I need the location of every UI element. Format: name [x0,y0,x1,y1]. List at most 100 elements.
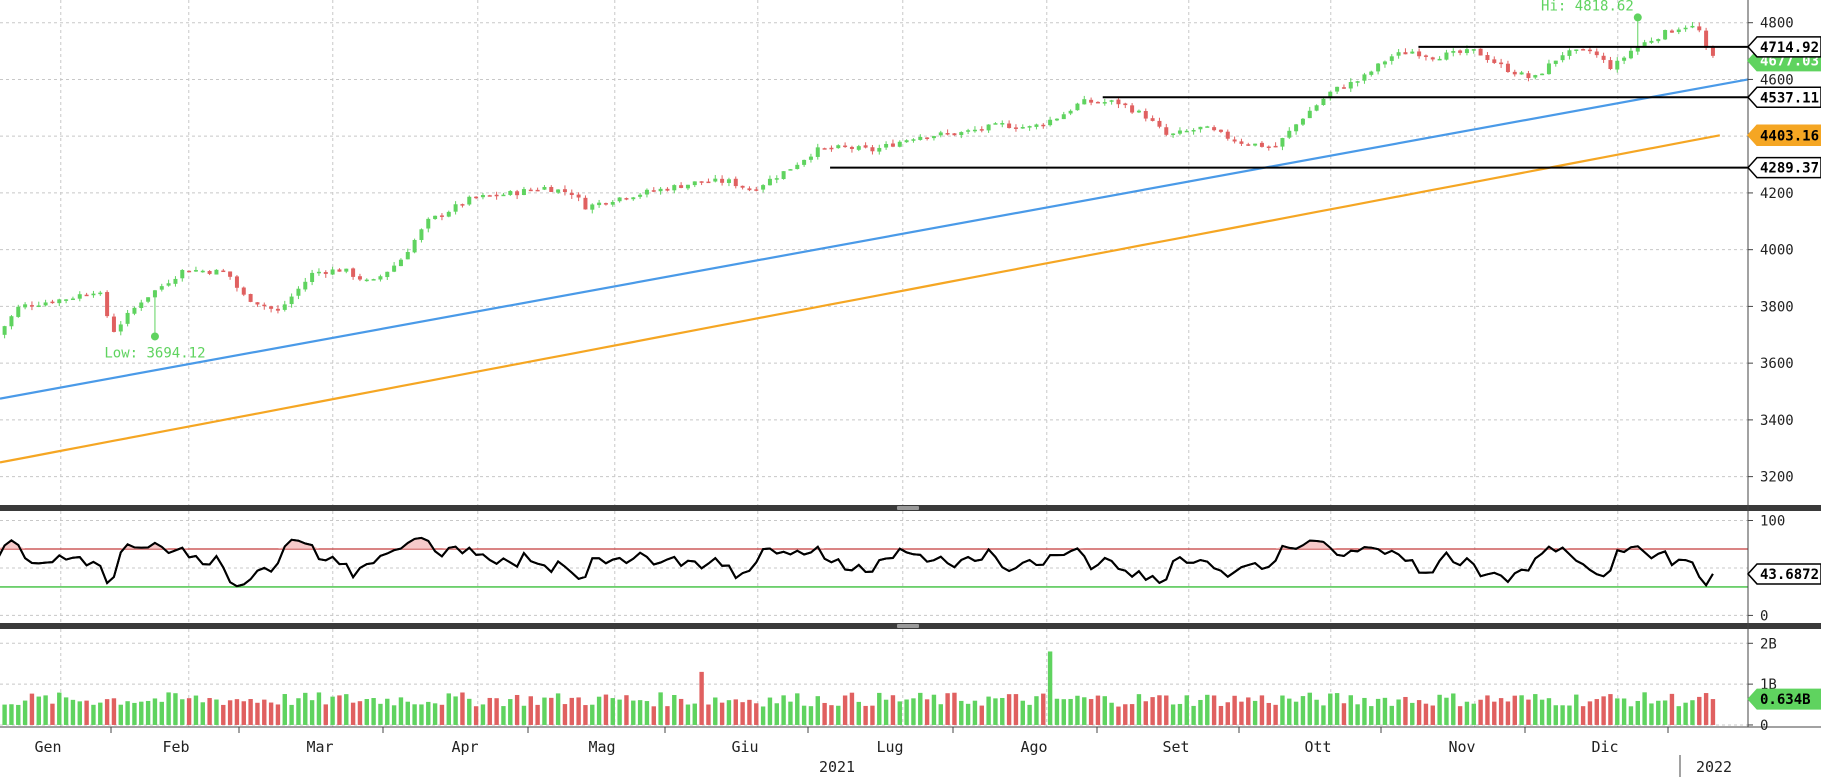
volume-bar [637,700,643,725]
candle-body [1464,49,1469,54]
panel-resize-handle[interactable] [897,624,919,628]
candle-body [1376,63,1381,72]
volume-bar [1136,694,1142,725]
y-tick-label: 4600 [1760,72,1794,88]
volume-bar [1334,693,1340,725]
candle-body [221,270,226,273]
volume-bar [1478,699,1483,725]
candle-body [1642,42,1647,46]
candle-body [952,133,957,136]
rsi-line [0,536,1714,588]
volume-bar [856,701,861,725]
moving-average-line [0,134,1721,464]
volume-bar [391,705,397,725]
candle-body [904,140,909,143]
volume-bar [412,704,417,725]
candle-body [603,203,608,205]
candle-body [1519,72,1524,75]
volume-bar [186,698,192,725]
candle-body [467,196,472,205]
candle-body [371,279,376,281]
volume-bar [248,699,253,725]
volume-bar [1553,705,1558,725]
candle-body [118,324,123,332]
candle-body [1109,100,1114,102]
volume-bar [1546,698,1552,725]
volume-bar [890,695,896,725]
volume-bar [1615,698,1620,725]
volume-bar [918,692,923,725]
candle-body [1027,126,1032,128]
candle-body [761,185,766,190]
volume-bar [104,699,110,725]
level-tag-bg [1746,156,1821,179]
candle-body [392,265,397,272]
volume-bar [1389,705,1394,725]
candle-body [1594,51,1599,56]
candle-body [1013,127,1018,129]
candle-body [849,146,854,149]
volume-bar [1601,696,1606,725]
month-label: Apr [451,738,478,756]
candle-body [863,145,868,148]
candle-body [159,286,164,290]
candle-body [193,270,198,272]
candle-body [1075,103,1080,111]
candle-body [1000,123,1005,125]
candle-body [1574,49,1579,51]
candle-body [877,147,882,152]
volume-bar [795,693,800,725]
volume-bar [36,696,41,725]
candle-body [795,164,800,170]
volume-bar [1000,697,1005,725]
volume-bar [713,697,718,725]
volume-bar [262,699,267,725]
volume-bar [726,700,732,725]
candle-body [1403,52,1408,55]
volume-bar [562,704,568,725]
candle-body [474,196,479,199]
volume-bar [569,697,574,725]
candle-body [1396,52,1401,56]
candle-body [1567,50,1572,56]
volume-bar [1498,698,1504,725]
volume-bar [193,695,199,725]
volume-bar [788,701,793,725]
volume-bar [1246,697,1251,725]
volume-bar [631,700,636,725]
volume-bar [1382,697,1388,725]
candle-body [740,185,745,188]
volume-bar [938,704,943,725]
candle-body [979,129,984,131]
volume-bar [959,700,964,725]
candle-body [1669,30,1674,33]
volume-bar [1143,701,1148,725]
volume-bar [1095,695,1101,725]
candle-body [1492,59,1497,63]
volume-bar [1594,699,1599,725]
volume-bar [528,696,533,725]
volume-bar [699,671,704,725]
volume-bar [453,696,458,725]
volume-bar [1669,693,1675,725]
candle-body [214,269,219,275]
volume-bar [767,697,773,725]
candle-body [77,294,82,299]
rsi-overbought-fill [0,537,1713,549]
level-tag-label: 4714.92 [1760,40,1819,56]
volume-bar [2,704,7,725]
candle-body [16,306,21,317]
candle-body [23,304,28,308]
candle-body [966,130,971,132]
panel-resize-handle[interactable] [897,506,919,510]
volume-bar [754,703,759,725]
volume-bar [289,704,294,725]
candle-body [330,269,335,275]
candle-body [617,197,622,202]
candle-body [1417,51,1422,57]
volume-bar [111,698,117,725]
candle-body [173,278,178,284]
candle-body [726,179,731,183]
volume-bar [808,706,814,725]
candle-body [1382,61,1387,65]
